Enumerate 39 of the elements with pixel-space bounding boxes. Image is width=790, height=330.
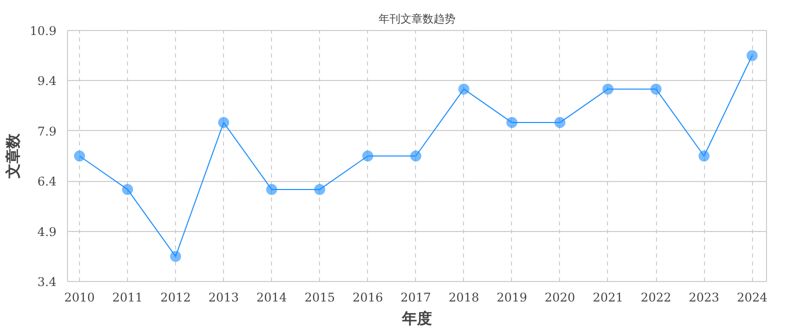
point	[74, 150, 86, 162]
x-tick-label: 2013	[208, 290, 239, 304]
x-tick-label: 2020	[544, 290, 576, 304]
point	[506, 117, 518, 128]
point	[218, 117, 230, 128]
point	[602, 84, 614, 95]
point	[362, 150, 374, 162]
x-tick-label: 2016	[352, 290, 384, 304]
point	[698, 150, 710, 162]
x-tick-label: 2024	[736, 290, 768, 304]
x-tick-label: 2023	[688, 290, 720, 304]
y-tick-label: 4.9	[37, 224, 57, 239]
x-tick-label: 2021	[592, 290, 624, 304]
y-tick-label: 6.4	[37, 174, 57, 189]
x-axis-title: 年度	[401, 310, 432, 328]
chart-title: 年刊文章数趋势	[378, 12, 456, 26]
point	[410, 150, 422, 162]
x-tick-label: 2012	[160, 290, 191, 304]
point	[554, 117, 566, 128]
y-tick-label: 7.9	[37, 124, 57, 138]
point	[266, 184, 278, 195]
x-tick-label: 2011	[112, 290, 143, 304]
x-tick-label: 2019	[496, 290, 528, 304]
point	[314, 184, 326, 195]
y-tick-label: 9.4	[37, 74, 57, 88]
x-tick-label: 2010	[64, 290, 95, 304]
x-tick-label: 2015	[304, 290, 335, 304]
point	[746, 50, 758, 62]
point	[170, 250, 182, 262]
x-tick-label: 2014	[256, 290, 288, 304]
x-tick-label: 2018	[448, 290, 480, 304]
point	[122, 184, 134, 195]
x-tick-label: 2022	[640, 290, 672, 304]
point	[650, 84, 662, 95]
point	[458, 84, 470, 95]
x-tick-label: 2017	[400, 290, 432, 304]
y-tick-label: 3.4	[37, 275, 57, 289]
y-axis-title: 文章数	[4, 132, 22, 180]
y-tick-label: 10.9	[30, 24, 56, 38]
